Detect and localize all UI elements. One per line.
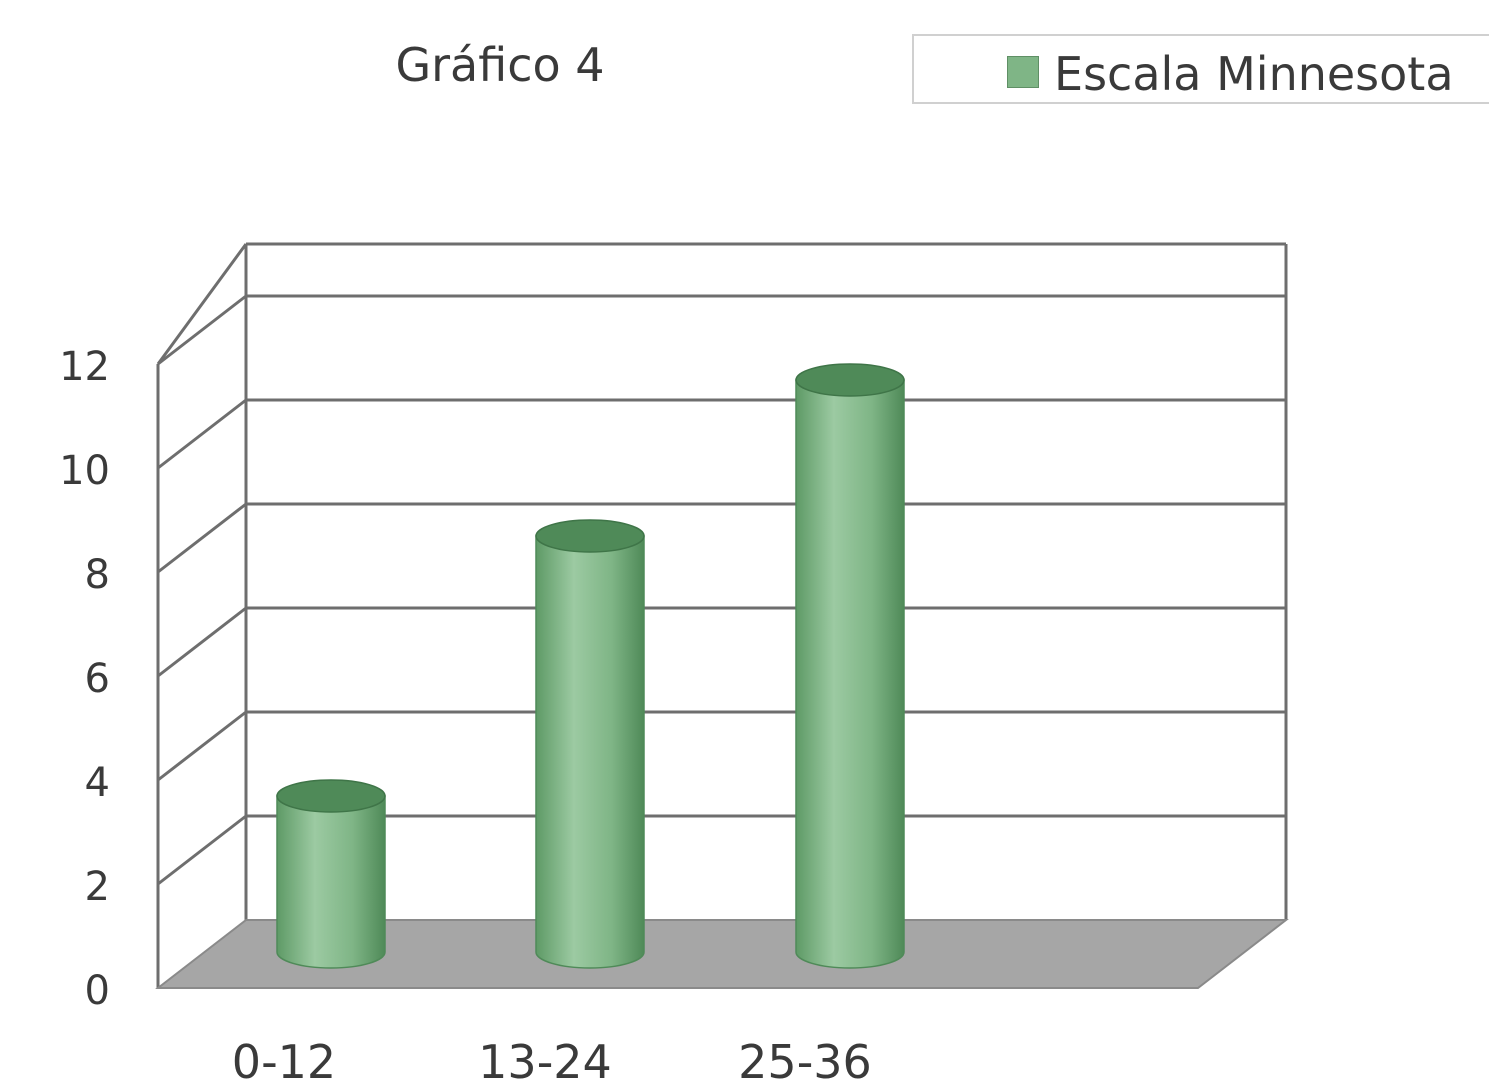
y-tick-label: 6 bbox=[85, 656, 110, 702]
side-grid-line bbox=[157, 814, 247, 886]
bar-top bbox=[535, 519, 645, 553]
y-tick-label: 0 bbox=[85, 968, 110, 1014]
y-tick-label: 4 bbox=[85, 760, 110, 806]
bar-body bbox=[535, 535, 645, 969]
side-grid-line bbox=[157, 294, 247, 366]
x-tick-label: 0-12 bbox=[232, 1035, 336, 1085]
bar-0-12 bbox=[276, 779, 386, 969]
floor bbox=[155, 919, 1289, 989]
bar-body bbox=[276, 795, 386, 969]
side-grid-line bbox=[157, 606, 247, 678]
chart-title: Gráfico 4 bbox=[395, 38, 605, 92]
side-grid-line bbox=[157, 398, 247, 470]
bar-top bbox=[795, 363, 905, 397]
y-tick-label: 10 bbox=[59, 448, 110, 494]
x-tick-label: 25-36 bbox=[738, 1035, 872, 1085]
side-wall-top-edge bbox=[156, 243, 248, 365]
bar-top bbox=[276, 779, 386, 813]
side-grid-line bbox=[157, 710, 247, 782]
x-tick-label: 13-24 bbox=[478, 1035, 612, 1085]
side-grid-line bbox=[157, 502, 247, 574]
legend: Escala Minnesota bbox=[912, 34, 1489, 104]
bar-13-24 bbox=[535, 519, 645, 969]
y-tick-label: 12 bbox=[59, 344, 110, 390]
bar-25-36 bbox=[795, 363, 905, 969]
legend-swatch bbox=[1007, 56, 1039, 88]
legend-label: Escala Minnesota bbox=[1054, 47, 1454, 101]
y-tick-label: 2 bbox=[85, 864, 110, 910]
bar-body bbox=[795, 379, 905, 969]
y-tick-label: 8 bbox=[85, 552, 110, 598]
